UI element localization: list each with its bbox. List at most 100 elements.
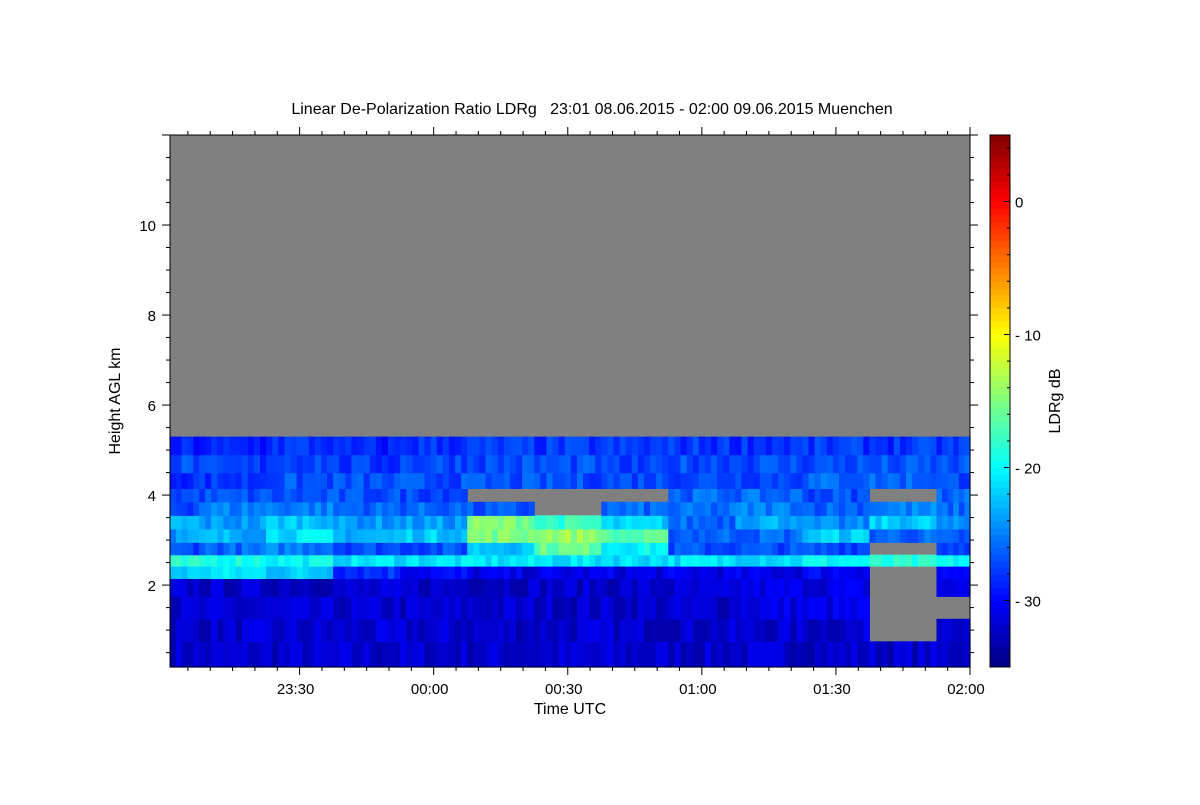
heatmap-cell [552, 554, 560, 567]
heatmap-cell [442, 578, 450, 597]
heatmap-cell [320, 578, 328, 597]
heatmap-cell [869, 641, 877, 668]
heatmap-cell [765, 596, 773, 620]
heatmap-cell [284, 436, 292, 456]
heatmap-cell [845, 554, 852, 567]
heatmap-cell [284, 578, 292, 597]
heatmap-cell [170, 472, 177, 489]
heatmap-cell [958, 472, 965, 489]
heatmap-cell [448, 578, 456, 597]
heatmap-cell [424, 472, 432, 489]
heatmap-cell [863, 472, 870, 489]
colorbar-swatch [990, 607, 1010, 615]
heatmap-cell [930, 454, 938, 474]
heatmap-cell [680, 578, 688, 597]
heatmap-cell [619, 501, 627, 516]
colorbar-swatch [990, 188, 1010, 196]
heatmap-cell [339, 528, 346, 543]
heatmap-cell [339, 596, 346, 620]
heatmap-cell [430, 515, 438, 530]
heatmap-cell [284, 554, 292, 567]
heatmap-cell [540, 472, 547, 489]
heatmap-cell [522, 542, 529, 556]
heatmap-cell [181, 501, 188, 516]
heatmap-cell [814, 542, 822, 556]
heatmap-cell [765, 454, 773, 474]
heatmap-cell [906, 641, 913, 668]
heatmap-cell [175, 436, 183, 456]
heatmap-cell [290, 528, 298, 543]
heatmap-cell [808, 454, 816, 474]
heatmap-cell [583, 554, 590, 567]
heatmap-cell [607, 454, 615, 474]
heatmap-cell [686, 501, 694, 516]
heatmap-cell [369, 454, 377, 474]
heatmap-cell [808, 501, 816, 516]
colorbar-swatch [990, 600, 1010, 608]
heatmap-cell [942, 578, 949, 597]
heatmap-cell [790, 472, 797, 489]
heatmap-cell [936, 454, 943, 474]
heatmap-cell [964, 578, 971, 597]
heatmap-cell [187, 641, 194, 668]
heatmap-cell [692, 542, 700, 556]
heatmap-cell [302, 454, 310, 474]
heatmap-cell [205, 515, 212, 530]
heatmap-cell [958, 641, 965, 668]
heatmap-cell [400, 472, 407, 489]
colorbar-swatch [990, 520, 1010, 528]
heatmap-cell [698, 578, 706, 597]
heatmap-cell [455, 528, 462, 543]
heatmap-cell [296, 454, 304, 474]
heatmap-cell [595, 436, 602, 456]
heatmap-cell [814, 515, 822, 530]
heatmap-cell [936, 618, 943, 642]
heatmap-cell [175, 488, 183, 503]
heatmap-cell [601, 472, 608, 489]
heatmap-cell [851, 554, 858, 567]
heatmap-cell [711, 501, 718, 516]
heatmap-cell [899, 641, 907, 668]
heatmap-cell [711, 596, 718, 620]
heatmap-cell [558, 596, 566, 620]
heatmap-cell [729, 454, 736, 474]
heatmap-cell [552, 596, 560, 620]
heatmap-cell [869, 501, 877, 516]
heatmap-cell [899, 472, 907, 489]
heatmap-cell [187, 528, 194, 543]
heatmap-cell [430, 566, 438, 579]
heatmap-cell [314, 515, 322, 530]
heatmap-cell [369, 596, 377, 620]
heatmap-cell [692, 618, 700, 642]
heatmap-cell [375, 436, 383, 456]
colorbar-swatch [990, 460, 1010, 468]
heatmap-cell [388, 454, 395, 474]
heatmap-cell [753, 542, 761, 556]
heatmap-cell [790, 596, 797, 620]
heatmap-cell [424, 454, 432, 474]
heatmap-cell [381, 528, 389, 543]
heatmap-cell [583, 618, 590, 642]
colorbar-swatch [990, 540, 1010, 548]
heatmap-cell [918, 454, 925, 474]
heatmap-cell [668, 641, 675, 668]
heatmap-cell [375, 578, 383, 597]
heatmap-cell [735, 501, 743, 516]
heatmap-cell [363, 488, 371, 503]
heatmap-cell [339, 472, 346, 489]
colorbar-swatch [990, 454, 1010, 462]
heatmap-cell [735, 578, 743, 597]
heatmap-cell [607, 515, 615, 530]
heatmap-cell [576, 454, 584, 474]
heatmap-cell [936, 436, 943, 456]
heatmap-cell [869, 528, 877, 543]
heatmap-cell [260, 554, 267, 567]
heatmap-cell [235, 566, 243, 579]
heatmap-cell [211, 436, 218, 456]
heatmap-cell [607, 618, 615, 642]
heatmap-cell [796, 528, 803, 543]
heatmap-cell [613, 641, 621, 668]
colorbar-swatch [990, 474, 1010, 482]
colorbar-swatch [990, 420, 1010, 429]
heatmap-cell [558, 528, 566, 543]
